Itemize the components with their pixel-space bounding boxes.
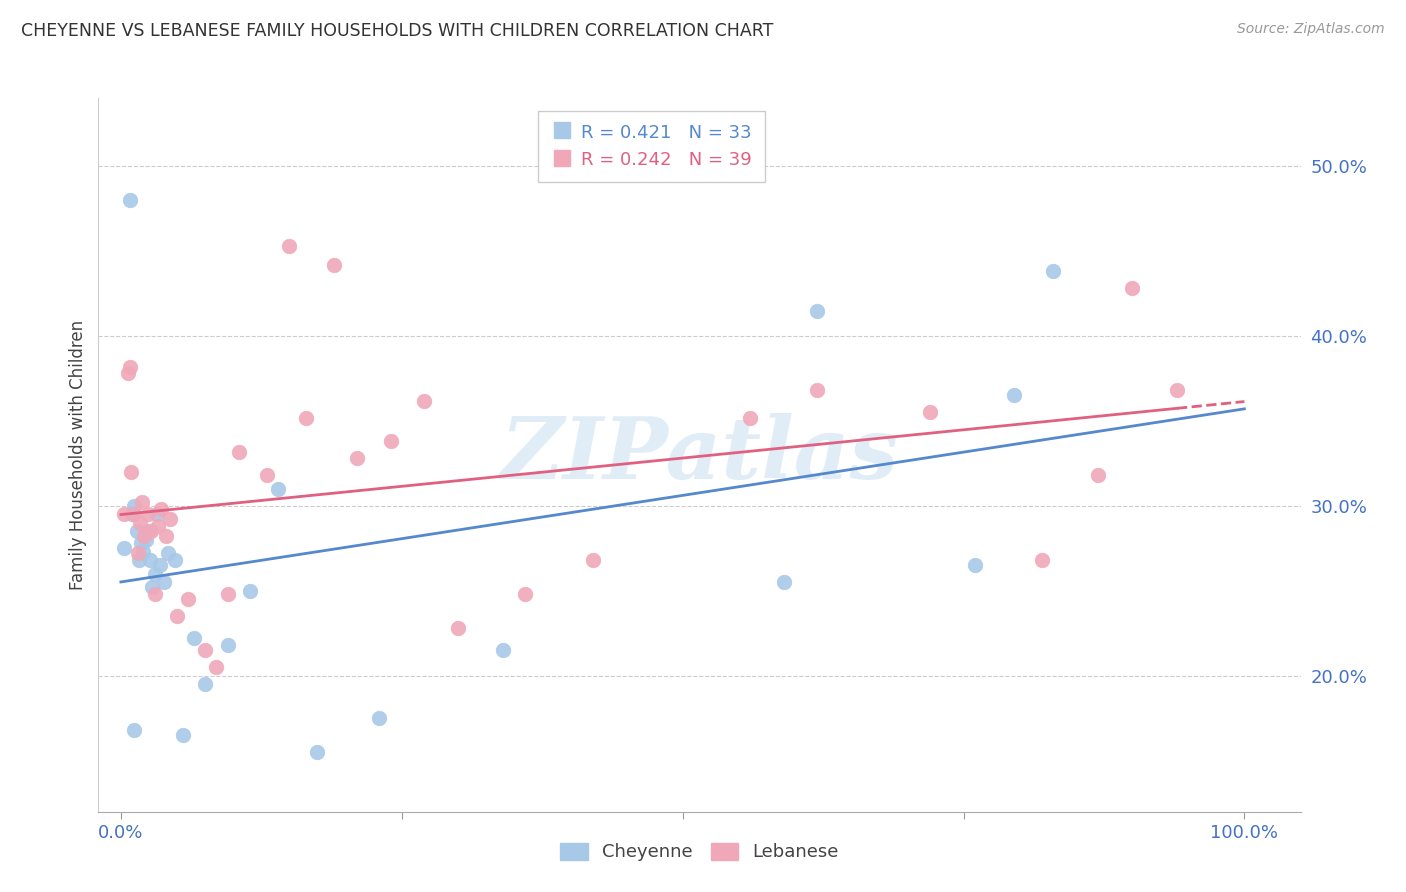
- Point: [143, 587, 166, 601]
- Point: [129, 536, 152, 550]
- Point: [124, 723, 146, 738]
- Point: [141, 581, 163, 595]
- Point: [1166, 384, 1188, 398]
- Point: [918, 405, 941, 419]
- Point: [217, 638, 239, 652]
- Point: [492, 643, 515, 657]
- Point: [278, 239, 301, 253]
- Point: [132, 545, 155, 559]
- Point: [128, 553, 150, 567]
- Point: [1002, 388, 1025, 402]
- Point: [368, 711, 391, 725]
- Point: [295, 410, 318, 425]
- Point: [139, 553, 162, 567]
- Point: [228, 444, 250, 458]
- Point: [806, 303, 828, 318]
- Point: [239, 583, 262, 598]
- Point: [380, 434, 402, 449]
- Point: [121, 508, 143, 522]
- Point: [323, 258, 346, 272]
- Point: [146, 508, 169, 522]
- Y-axis label: Family Households with Children: Family Households with Children: [69, 320, 87, 590]
- Point: [118, 359, 141, 374]
- Point: [152, 575, 174, 590]
- Text: Source: ZipAtlas.com: Source: ZipAtlas.com: [1237, 22, 1385, 37]
- Point: [307, 745, 329, 759]
- Point: [134, 529, 156, 543]
- Point: [172, 728, 194, 742]
- Point: [131, 495, 153, 509]
- Point: [194, 677, 217, 691]
- Point: [738, 410, 761, 425]
- Point: [1031, 553, 1053, 567]
- Point: [150, 502, 173, 516]
- Point: [159, 512, 181, 526]
- Point: [515, 587, 537, 601]
- Point: [124, 499, 146, 513]
- Point: [346, 451, 368, 466]
- Point: [582, 553, 605, 567]
- Text: CHEYENNE VS LEBANESE FAMILY HOUSEHOLDS WITH CHILDREN CORRELATION CHART: CHEYENNE VS LEBANESE FAMILY HOUSEHOLDS W…: [21, 22, 773, 40]
- Point: [1087, 468, 1109, 483]
- Point: [194, 643, 217, 657]
- Point: [143, 566, 166, 581]
- Point: [447, 621, 470, 635]
- Point: [1121, 281, 1143, 295]
- Point: [155, 529, 177, 543]
- Point: [772, 575, 794, 590]
- Point: [413, 393, 436, 408]
- Point: [141, 524, 163, 539]
- Point: [177, 592, 200, 607]
- Point: [118, 193, 141, 207]
- Point: [127, 546, 149, 560]
- Point: [129, 516, 152, 530]
- Point: [149, 558, 172, 573]
- Point: [117, 367, 139, 381]
- Point: [166, 609, 188, 624]
- Point: [1042, 264, 1064, 278]
- Point: [157, 546, 180, 560]
- Point: [125, 524, 148, 539]
- Point: [163, 553, 186, 567]
- Legend: Cheyenne, Lebanese: Cheyenne, Lebanese: [551, 834, 848, 871]
- Point: [963, 558, 986, 573]
- Point: [136, 524, 159, 539]
- Point: [136, 508, 159, 522]
- Point: [217, 587, 239, 601]
- Point: [112, 541, 135, 556]
- Point: [205, 660, 228, 674]
- Text: ZIPatlas: ZIPatlas: [501, 413, 898, 497]
- Point: [112, 508, 135, 522]
- Point: [135, 533, 157, 547]
- Point: [256, 468, 278, 483]
- Point: [267, 482, 290, 496]
- Point: [183, 632, 205, 646]
- Point: [806, 384, 828, 398]
- Point: [146, 519, 169, 533]
- Point: [120, 465, 142, 479]
- Point: [124, 508, 146, 522]
